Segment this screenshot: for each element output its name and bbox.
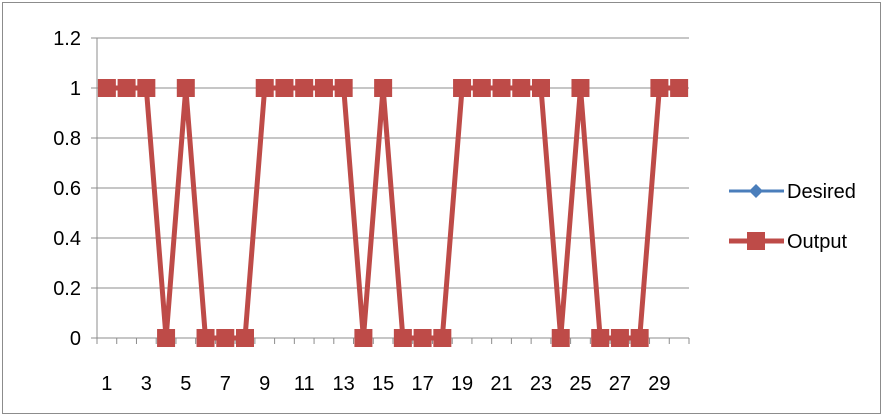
data-point-output [551, 329, 570, 347]
legend: Desired Output [729, 181, 856, 253]
data-point-output [512, 79, 531, 97]
axes [91, 37, 690, 344]
legend-marker-output [747, 232, 765, 250]
x-tick-label: 11 [294, 373, 315, 395]
data-point-output [532, 79, 550, 97]
y-tick-label: 0.4 [53, 228, 81, 250]
data-point-output [354, 329, 373, 347]
y-axis-tick-labels: 0 0.2 0.4 0.6 0.8 1 1.2 [53, 28, 81, 350]
legend-label-output: Output [787, 231, 847, 253]
y-tick-label: 0 [70, 328, 81, 350]
x-tick-label: 29 [648, 373, 670, 395]
data-point-output [630, 329, 649, 347]
data-point-output [117, 79, 136, 97]
data-point-output [374, 79, 393, 97]
y-tick-label: 0.6 [53, 178, 81, 200]
x-tick-label: 7 [220, 373, 231, 395]
x-tick-label: 23 [530, 373, 552, 395]
x-tick-label: 3 [141, 373, 152, 395]
x-tick-label: 27 [609, 373, 631, 395]
series [97, 79, 689, 347]
x-tick-label: 17 [411, 373, 433, 395]
x-tick-label: 9 [259, 373, 270, 395]
y-tick-label: 1.2 [53, 28, 81, 50]
data-point-output [275, 79, 294, 97]
data-point-output [393, 329, 412, 347]
y-tick-label: 0.2 [53, 278, 81, 300]
data-point-output [176, 79, 195, 97]
data-point-output [571, 79, 590, 97]
data-point-output [236, 329, 254, 347]
series-line-output [106, 85, 680, 341]
x-tick-label: 19 [451, 373, 473, 395]
data-point-output [196, 329, 215, 347]
data-point-output [295, 79, 314, 97]
data-point-output [216, 329, 235, 347]
x-axis-tick-labels: 1 3 5 7 9 11 13 15 17 19 21 23 25 27 29 [101, 373, 670, 395]
data-point-output [137, 79, 156, 97]
data-point-output [413, 329, 432, 347]
data-point-output [492, 79, 511, 97]
data-point-output [650, 79, 669, 97]
y-tick-label: 1 [70, 78, 81, 100]
x-tick-label: 13 [333, 373, 355, 395]
data-point-output [97, 79, 116, 97]
data-point-output [472, 79, 491, 97]
data-point-output [255, 79, 274, 97]
x-tick-label: 15 [372, 373, 394, 395]
data-point-output [433, 329, 452, 347]
legend-marker-desired [749, 184, 763, 198]
x-tick-label: 25 [569, 373, 591, 395]
x-tick-label: 1 [101, 373, 112, 395]
data-point-output [610, 329, 629, 347]
gridlines [97, 37, 689, 289]
data-point-output [591, 329, 610, 347]
data-point-output [314, 79, 333, 97]
x-tick-label: 21 [490, 373, 512, 395]
data-point-output [453, 79, 472, 97]
data-point-output [157, 329, 176, 347]
chart-area: 0 0.2 0.4 0.6 0.8 1 1.2 1 3 5 7 9 11 13 15 17 19 21 23 25 2… [2, 2, 881, 414]
data-point-output [334, 79, 353, 97]
data-point-output [670, 79, 689, 97]
y-tick-label: 0.8 [53, 128, 81, 150]
legend-label-desired: Desired [787, 181, 856, 203]
line-chart: 00.20.40.60.811.2 1 3 5 7 9 11 13 15 17 19 21 23 25 2… [53, 28, 856, 395]
x-tick-label: 5 [180, 373, 191, 395]
